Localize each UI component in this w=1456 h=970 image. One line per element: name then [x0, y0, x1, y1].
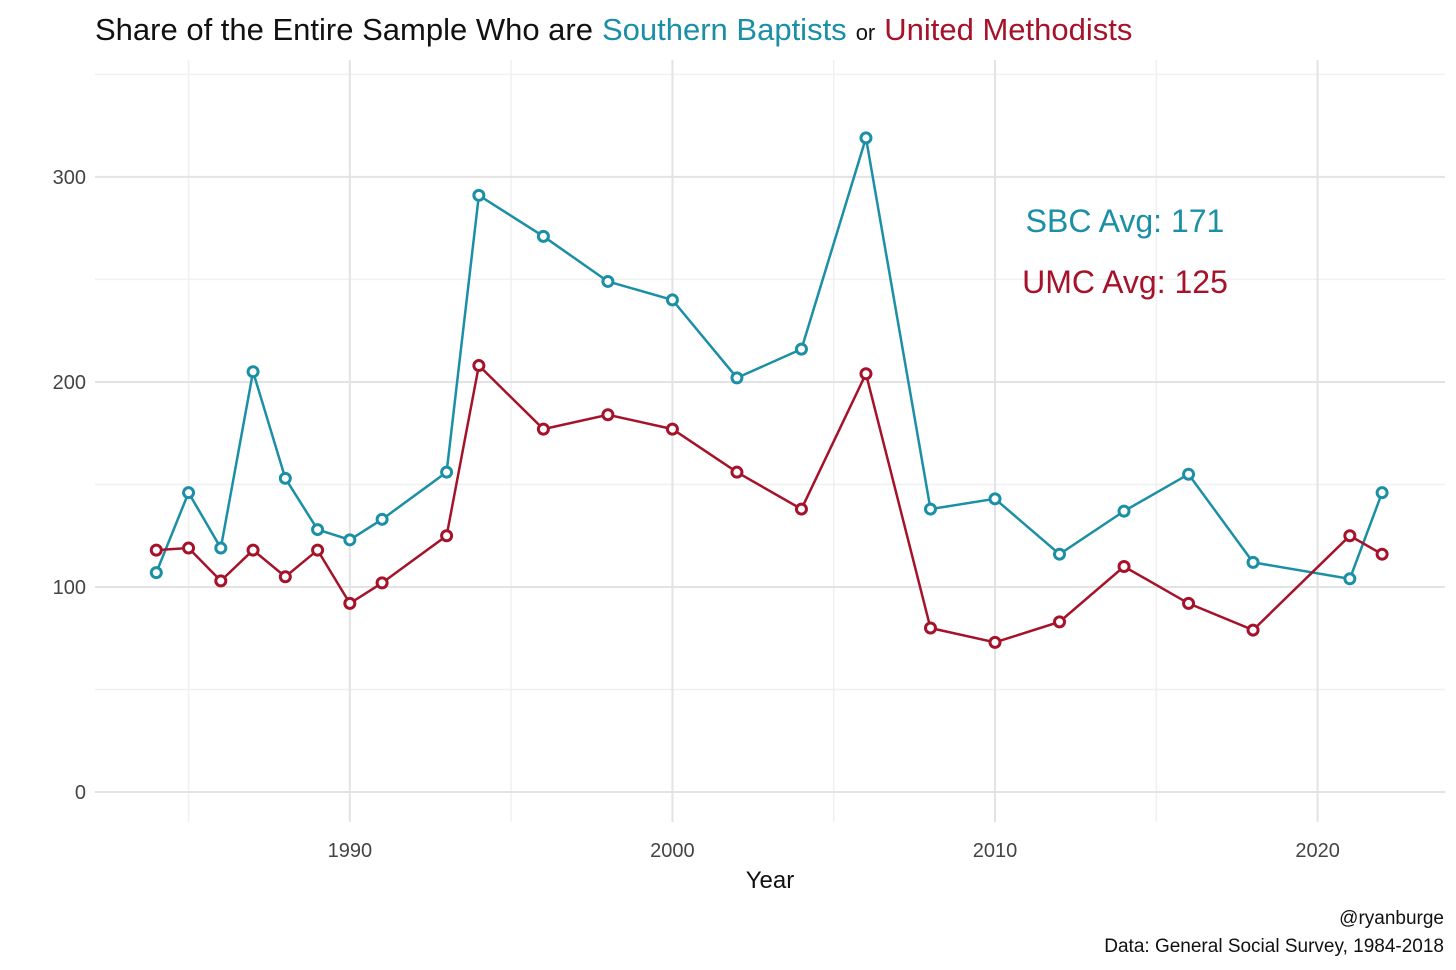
series-point	[1117, 504, 1131, 518]
series-point	[440, 465, 454, 479]
series-point	[536, 229, 550, 243]
series-point	[794, 502, 808, 516]
series-point	[665, 293, 679, 307]
plot	[149, 131, 1389, 649]
x-tick-label: 2020	[1295, 840, 1340, 862]
annotation: UMC Avg: 125	[1022, 264, 1228, 300]
series-line	[155, 137, 1384, 581]
series-point	[182, 486, 196, 500]
series-point	[149, 566, 163, 580]
series-point	[923, 502, 937, 516]
series-point	[311, 523, 325, 537]
series-point	[246, 543, 260, 557]
series-point	[440, 529, 454, 543]
y-tick-label: 300	[53, 167, 86, 189]
series-point	[182, 541, 196, 555]
title-part: Southern Baptists	[602, 12, 847, 47]
series-point	[343, 533, 357, 547]
series-point	[1375, 486, 1389, 500]
series-point	[214, 574, 228, 588]
series-point	[149, 543, 163, 557]
series-point	[988, 492, 1002, 506]
series-point	[472, 188, 486, 202]
series-point	[375, 512, 389, 526]
series-point	[375, 576, 389, 590]
series-point	[859, 367, 873, 381]
title-part: or	[856, 20, 876, 45]
series-point	[1343, 529, 1357, 543]
series-point	[536, 422, 550, 436]
series-point	[730, 465, 744, 479]
x-tick-label: 2010	[973, 840, 1018, 862]
series-point	[1246, 623, 1260, 637]
series-point	[214, 541, 228, 555]
caption: @ryanburge	[1339, 908, 1444, 929]
series-point	[1246, 555, 1260, 569]
series-point	[859, 131, 873, 145]
x-tick-label: 2000	[650, 840, 695, 862]
title-part: Share of the Entire Sample Who are	[95, 12, 593, 47]
series-point	[472, 359, 486, 373]
series-point	[1182, 596, 1196, 610]
series-point	[311, 543, 325, 557]
x-axis-label: Year	[746, 867, 795, 894]
series-point	[1117, 559, 1131, 573]
annotation: SBC Avg: 171	[1026, 203, 1225, 239]
series-line	[156, 363, 1383, 644]
series-point	[1182, 467, 1196, 481]
series-point	[1053, 547, 1067, 561]
y-tick-label: 0	[75, 782, 86, 804]
x-tick-label: 1990	[328, 840, 373, 862]
y-tick-label: 100	[53, 577, 86, 599]
title-part: United Methodists	[884, 12, 1132, 47]
series-point	[601, 274, 615, 288]
series-point	[988, 635, 1002, 649]
series-point	[278, 471, 292, 485]
series-point	[343, 596, 357, 610]
series-point	[278, 570, 292, 584]
grid	[95, 60, 1445, 822]
series-point	[1343, 572, 1357, 586]
series-point	[794, 342, 808, 356]
series-point	[923, 621, 937, 635]
series-point	[1053, 615, 1067, 629]
series-point	[246, 365, 260, 379]
y-tick-label: 200	[53, 372, 86, 394]
series-point	[730, 371, 744, 385]
series-point	[1375, 547, 1389, 561]
chart-title: Share of the Entire Sample Who are Southe…	[95, 12, 1132, 47]
series-point	[601, 408, 615, 422]
caption: Data: General Social Survey, 1984-2018	[1104, 936, 1444, 957]
series-point	[665, 422, 679, 436]
